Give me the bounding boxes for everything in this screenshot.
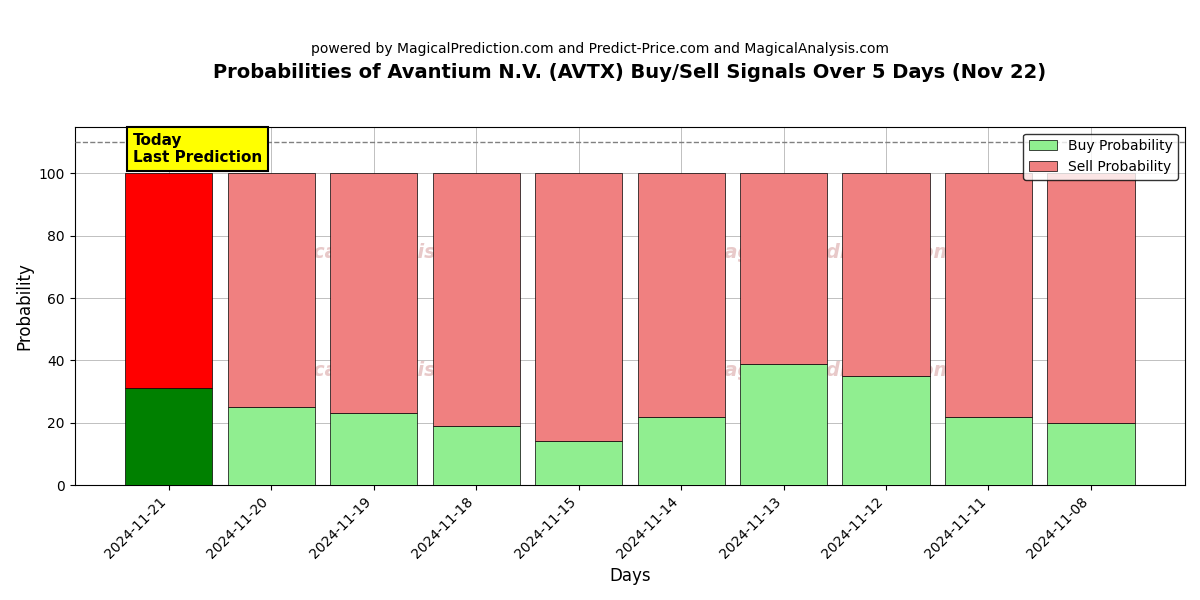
- Text: powered by MagicalPrediction.com and Predict-Price.com and MagicalAnalysis.com: powered by MagicalPrediction.com and Pre…: [311, 42, 889, 56]
- Text: MagicalPrediction.com: MagicalPrediction.com: [706, 361, 954, 380]
- Y-axis label: Probability: Probability: [16, 262, 34, 350]
- Bar: [432, 173, 520, 426]
- Bar: [432, 426, 520, 485]
- Title: Probabilities of Avantium N.V. (AVTX) Buy/Sell Signals Over 5 Days (Nov 22): Probabilities of Avantium N.V. (AVTX) Bu…: [214, 63, 1046, 82]
- Bar: [842, 173, 930, 376]
- Bar: [330, 413, 418, 485]
- Bar: [228, 173, 314, 407]
- X-axis label: Days: Days: [610, 567, 650, 585]
- Bar: [330, 173, 418, 413]
- Bar: [842, 376, 930, 485]
- Text: Today
Last Prediction: Today Last Prediction: [133, 133, 262, 165]
- Bar: [637, 416, 725, 485]
- Text: MagicalAnalysis.com: MagicalAnalysis.com: [260, 361, 488, 380]
- Text: MagicalPrediction.com: MagicalPrediction.com: [706, 242, 954, 262]
- Bar: [1048, 423, 1134, 485]
- Bar: [535, 173, 622, 442]
- Bar: [637, 173, 725, 416]
- Bar: [740, 173, 827, 364]
- Bar: [944, 416, 1032, 485]
- Bar: [1048, 173, 1134, 423]
- Legend: Buy Probability, Sell Probability: Buy Probability, Sell Probability: [1024, 134, 1178, 179]
- Bar: [125, 388, 212, 485]
- Bar: [535, 442, 622, 485]
- Bar: [740, 364, 827, 485]
- Bar: [125, 173, 212, 388]
- Bar: [228, 407, 314, 485]
- Text: MagicalAnalysis.com: MagicalAnalysis.com: [260, 242, 488, 262]
- Bar: [944, 173, 1032, 416]
